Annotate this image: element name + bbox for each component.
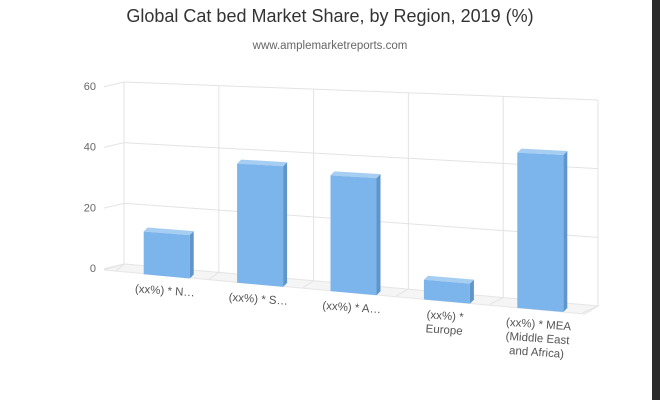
gridline-side	[103, 202, 125, 209]
bar-top	[143, 227, 194, 236]
bar-side	[376, 174, 381, 296]
y-tick-label: 40	[84, 142, 96, 154]
bar-front	[330, 175, 377, 296]
bar	[237, 159, 288, 287]
floor-line	[302, 280, 314, 289]
gridline	[123, 81, 599, 101]
chart-subtitle: www.amplemarketreports.com	[252, 40, 408, 52]
bar-top	[423, 275, 474, 284]
floor-line	[115, 263, 125, 272]
bar-top	[330, 171, 381, 179]
gridline-side	[103, 81, 125, 88]
x-tick-label: (xx%) * MEA(Middle Eastand Africa)	[504, 317, 572, 361]
bar-front	[423, 279, 470, 304]
window-edge	[652, 0, 660, 400]
bar-side	[563, 150, 568, 313]
bar-side	[469, 279, 474, 304]
bar-side	[283, 162, 288, 287]
floor-line	[582, 305, 599, 314]
bar	[517, 148, 568, 313]
y-tick-label: 60	[84, 81, 96, 93]
x-tick-label: (xx%) * A…	[322, 300, 381, 316]
bars-layer	[143, 148, 568, 313]
x-tick-label: (xx%) * S…	[228, 292, 288, 308]
bar-front	[143, 231, 190, 279]
bar	[143, 227, 194, 279]
x-axis-labels: (xx%) * N… (xx%) * S… (xx%) * A… (xx%) *Eur…	[135, 283, 572, 361]
bar	[423, 275, 474, 304]
y-tick-label: 0	[90, 263, 96, 275]
x-tick-label: (xx%) *Europe	[425, 309, 464, 338]
floor-line	[209, 271, 220, 280]
floor-line	[489, 297, 504, 305]
bar-top	[517, 148, 568, 155]
x-tick-label: (xx%) * N…	[135, 283, 196, 299]
y-tick-label: 20	[84, 202, 96, 214]
bar	[330, 171, 381, 296]
bar-top	[237, 159, 288, 167]
chart-title: Global Cat bed Market Share, by Region, …	[126, 6, 534, 26]
bar-side	[189, 231, 194, 279]
gridline-side	[103, 142, 125, 148]
bar-front	[237, 163, 284, 287]
y-axis-ticks: 0 20 40 60	[84, 81, 96, 275]
floor-line	[395, 288, 409, 297]
bar-front	[517, 152, 564, 313]
